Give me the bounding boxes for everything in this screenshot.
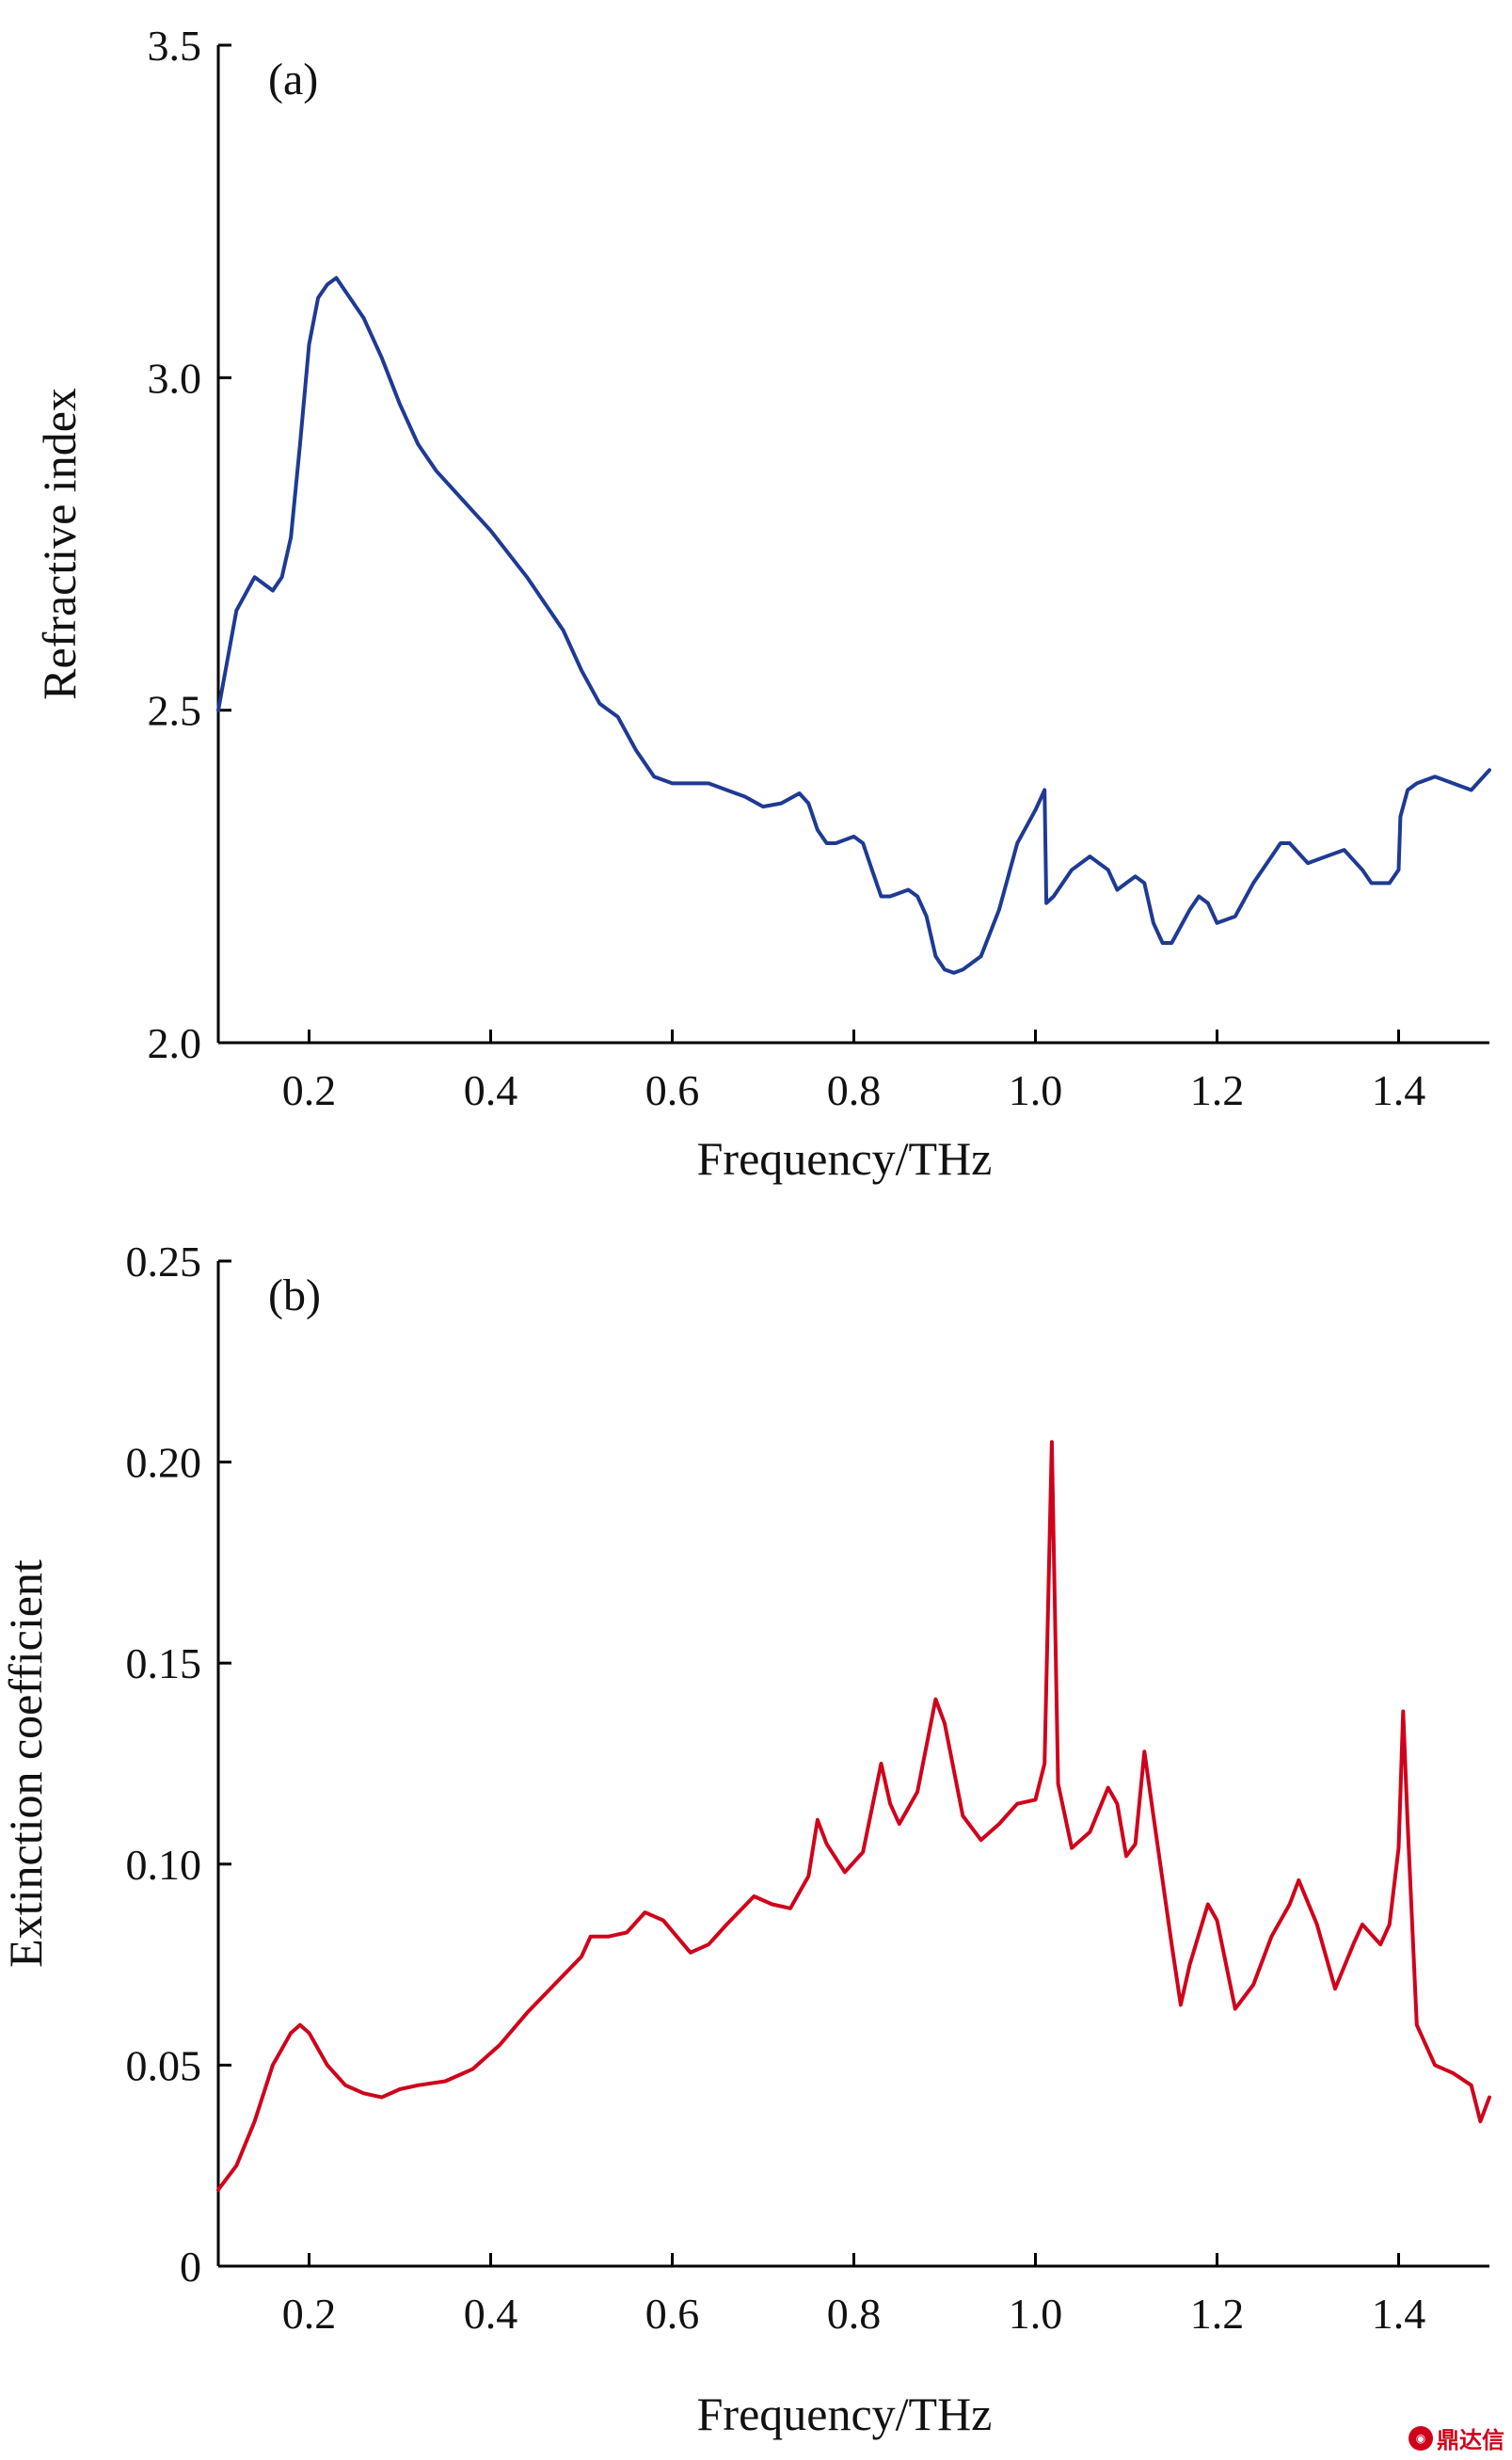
x-tick-label: 0.8 [827, 2290, 882, 2338]
x-tick-label: 1.0 [1009, 2290, 1063, 2338]
x-tick-label: 0.6 [645, 1066, 700, 1114]
y-tick-label: 0.15 [126, 1639, 202, 1687]
y-tick-label: 2.0 [148, 1019, 202, 1067]
y-tick-label: 0.10 [126, 1841, 202, 1889]
x-tick-label: 0.6 [645, 2290, 700, 2338]
x-tick-label: 0.8 [827, 1066, 882, 1114]
x-tick-label: 1.2 [1190, 1066, 1245, 1114]
series-line [216, 1440, 1491, 2192]
y-tick-label: 2.5 [148, 687, 202, 735]
y-axis-title: Refractive index [33, 388, 86, 700]
x-tick-label: 0.4 [464, 1066, 518, 1114]
x-tick-label: 0.4 [464, 2290, 518, 2338]
y-tick-label: 3.0 [148, 354, 202, 402]
y-tick-label: 0.25 [126, 1238, 202, 1286]
x-tick-label: 0.2 [282, 1066, 337, 1114]
y-tick-label: 3.5 [148, 22, 202, 70]
y-tick-label: 0 [180, 2243, 201, 2291]
x-tick-label: 1.0 [1009, 1066, 1063, 1114]
x-axis-title: Frequency/THz [697, 2388, 993, 2440]
panel-label: (a) [268, 55, 318, 104]
panel-b: 0.2 0.4 0.6 0.8 1.0 1.2 1.4 0 0.05 0.10 0.15 0.20 0.… [0, 1238, 1491, 2440]
y-tick-label: 0.20 [126, 1439, 202, 1487]
watermark-text: 鼎达信 [1437, 2427, 1504, 2453]
x-tick-label: 1.4 [1372, 2290, 1426, 2338]
x-tick-label: 0.2 [282, 2290, 337, 2338]
x-tick-label: 1.2 [1190, 2290, 1245, 2338]
panel-a: 0.2 0.4 0.6 0.8 1.0 1.2 1.4 2.0 2.5 3.0 3.5 Frequen… [33, 22, 1491, 1185]
watermark-seal-icon: ◉ [1409, 2425, 1433, 2451]
watermark: ◉ 鼎达信 [1409, 2421, 1504, 2454]
series-line [216, 276, 1491, 975]
panel-label: (b) [268, 1270, 321, 1320]
y-axis-title: Extinction coefficient [0, 1559, 52, 1968]
y-tick-label: 0.05 [126, 2041, 202, 2089]
x-axis-title: Frequency/THz [697, 1132, 993, 1185]
x-tick-label: 1.4 [1372, 1066, 1426, 1114]
